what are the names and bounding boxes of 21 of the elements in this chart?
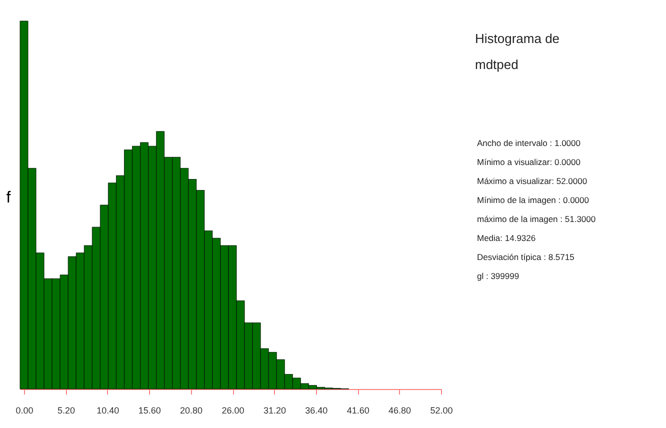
text: máximo de la imagen : 51.3000	[477, 214, 596, 224]
x-tick-label: 5.20	[57, 406, 75, 416]
x-tick-label: 31.20	[263, 406, 286, 416]
x-tick-label: 20.80	[180, 406, 203, 416]
x-tick-label: 41.60	[346, 406, 370, 416]
x-tick-label: 26.00	[222, 406, 244, 416]
text: Máximo a visualizar: 52.0000	[477, 176, 588, 186]
x-tick-label: 36.40	[305, 406, 328, 416]
y-axis-title: f	[6, 190, 12, 206]
x-tick-label: 0.00	[16, 406, 34, 416]
x-tick-label: 46.80	[388, 406, 412, 416]
x-tick-label: 52.00	[430, 406, 453, 416]
text: Mínimo a visualizar: 0.0000	[477, 157, 581, 167]
text: Mínimo de la imagen : 0.0000	[477, 195, 590, 205]
text: Desviación típica : 8.5715	[477, 252, 575, 262]
text: Ancho de intervalo : 1.0000	[477, 138, 581, 148]
text: Media: 14.9326	[477, 233, 536, 243]
text: Histograma de mdtped	[475, 31, 560, 72]
x-tick-label: 10.40	[96, 406, 120, 416]
text: gl : 399999	[477, 271, 520, 281]
x-tick-label: 15.60	[138, 406, 161, 416]
